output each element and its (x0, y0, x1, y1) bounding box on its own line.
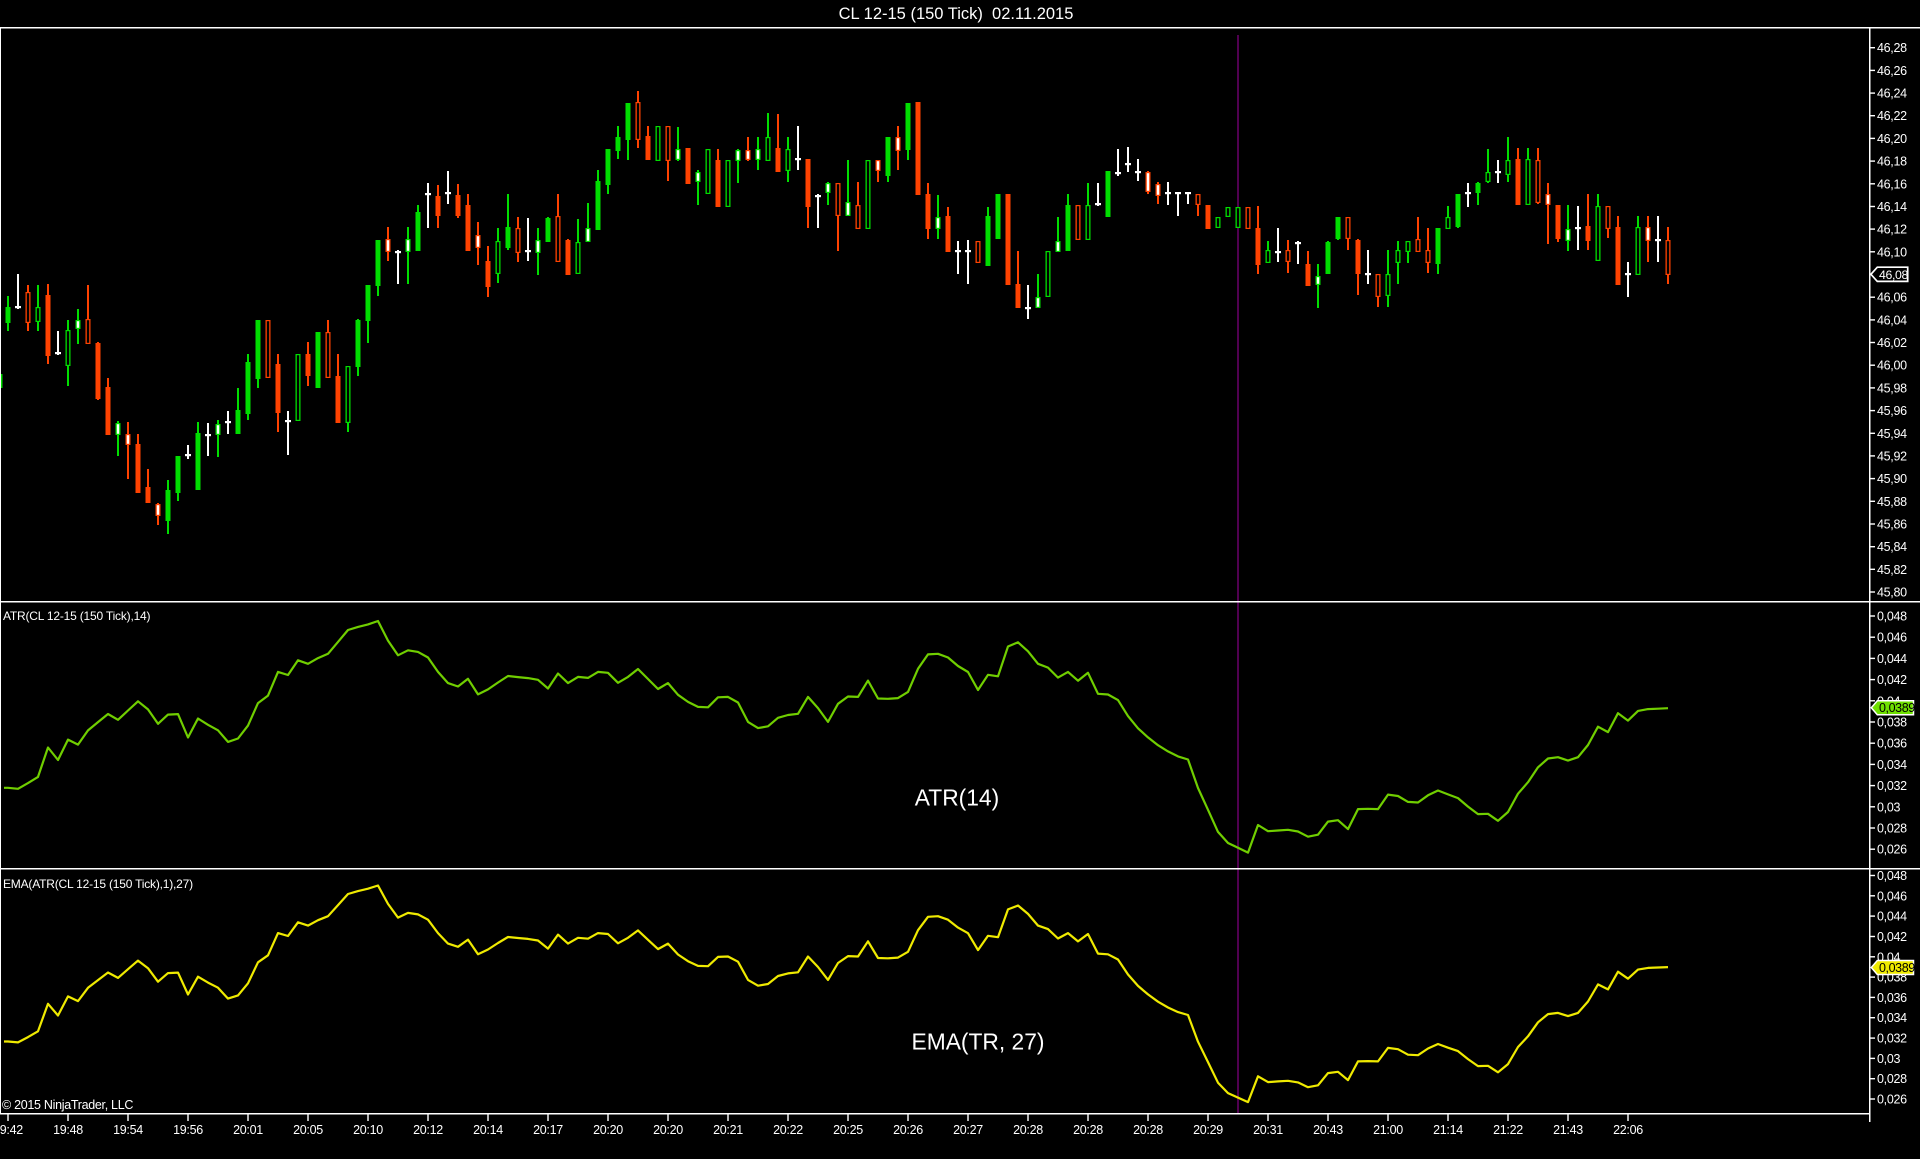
svg-text:46,00: 46,00 (1877, 359, 1907, 373)
svg-text:0,026: 0,026 (1877, 843, 1907, 857)
svg-text:0,03: 0,03 (1877, 1052, 1900, 1066)
svg-text:46,18: 46,18 (1877, 155, 1907, 169)
svg-text:21:14: 21:14 (1433, 1123, 1463, 1137)
svg-text:46,20: 46,20 (1877, 132, 1907, 146)
svg-text:20:20: 20:20 (593, 1123, 623, 1137)
svg-text:19:48: 19:48 (53, 1123, 83, 1137)
svg-text:0,0389: 0,0389 (1879, 701, 1915, 715)
svg-text:20:22: 20:22 (773, 1123, 803, 1137)
svg-text:0,042: 0,042 (1877, 673, 1907, 687)
svg-text:20:10: 20:10 (353, 1123, 383, 1137)
svg-text:46,04: 46,04 (1877, 313, 1907, 327)
svg-text:0,042: 0,042 (1877, 930, 1907, 944)
svg-text:45,92: 45,92 (1877, 449, 1907, 463)
svg-text:20:25: 20:25 (833, 1123, 863, 1137)
svg-text:20:21: 20:21 (713, 1123, 743, 1137)
svg-text:CL 12-15 (150 Tick) 02.11.201: CL 12-15 (150 Tick) 02.11.2015 (839, 5, 1074, 23)
svg-text:0,028: 0,028 (1877, 1072, 1907, 1086)
svg-text:46,10: 46,10 (1877, 245, 1907, 259)
svg-text:45,84: 45,84 (1877, 540, 1907, 554)
svg-text:0,032: 0,032 (1877, 779, 1907, 793)
svg-text:20:20: 20:20 (653, 1123, 683, 1137)
svg-text:20:29: 20:29 (1193, 1123, 1223, 1137)
svg-text:ATR(14): ATR(14) (915, 785, 999, 811)
svg-text:19:54: 19:54 (113, 1123, 143, 1137)
svg-text:20:27: 20:27 (953, 1123, 983, 1137)
svg-text:20:14: 20:14 (473, 1123, 503, 1137)
svg-text:46,22: 46,22 (1877, 109, 1907, 123)
svg-text:0,048: 0,048 (1877, 869, 1907, 883)
svg-text:46,08: 46,08 (1879, 268, 1909, 282)
svg-text:0,032: 0,032 (1877, 1032, 1907, 1046)
svg-text:45,80: 45,80 (1877, 586, 1907, 600)
svg-text:45,94: 45,94 (1877, 427, 1907, 441)
svg-text:20:26: 20:26 (893, 1123, 923, 1137)
svg-text:46,02: 46,02 (1877, 336, 1907, 350)
svg-text:0,026: 0,026 (1877, 1093, 1907, 1107)
svg-text:20:01: 20:01 (233, 1123, 263, 1137)
svg-text:46,14: 46,14 (1877, 200, 1907, 214)
svg-text:0,028: 0,028 (1877, 822, 1907, 836)
svg-text:21:22: 21:22 (1493, 1123, 1523, 1137)
svg-text:21:43: 21:43 (1553, 1123, 1583, 1137)
svg-text:0,048: 0,048 (1877, 610, 1907, 624)
svg-text:20:12: 20:12 (413, 1123, 443, 1137)
svg-text:45,82: 45,82 (1877, 563, 1907, 577)
svg-text:45,86: 45,86 (1877, 518, 1907, 532)
svg-text:46,28: 46,28 (1877, 41, 1907, 55)
svg-text:0,036: 0,036 (1877, 991, 1907, 1005)
svg-text:0,046: 0,046 (1877, 889, 1907, 903)
svg-text:46,06: 46,06 (1877, 291, 1907, 305)
svg-text:0,034: 0,034 (1877, 1011, 1907, 1025)
svg-text:21:00: 21:00 (1373, 1123, 1403, 1137)
svg-text:© 2015 NinjaTrader, LLC: © 2015 NinjaTrader, LLC (2, 1098, 133, 1112)
svg-text:0,044: 0,044 (1877, 910, 1907, 924)
svg-text:0,044: 0,044 (1877, 652, 1907, 666)
svg-text:20:17: 20:17 (533, 1123, 563, 1137)
svg-text:46,12: 46,12 (1877, 223, 1907, 237)
svg-text:45,96: 45,96 (1877, 404, 1907, 418)
svg-text:0,036: 0,036 (1877, 737, 1907, 751)
svg-text:46,16: 46,16 (1877, 177, 1907, 191)
svg-text:19:42: 19:42 (0, 1123, 23, 1137)
svg-text:20:28: 20:28 (1073, 1123, 1103, 1137)
svg-text:0,046: 0,046 (1877, 631, 1907, 645)
svg-text:20:43: 20:43 (1313, 1123, 1343, 1137)
svg-text:20:28: 20:28 (1133, 1123, 1163, 1137)
svg-text:45,88: 45,88 (1877, 495, 1907, 509)
svg-text:46,24: 46,24 (1877, 87, 1907, 101)
svg-text:20:05: 20:05 (293, 1123, 323, 1137)
svg-text:0,038: 0,038 (1877, 716, 1907, 730)
svg-text:0,034: 0,034 (1877, 758, 1907, 772)
svg-text:20:28: 20:28 (1013, 1123, 1043, 1137)
svg-text:EMA(ATR(CL 12-15 (150 Tick),1): EMA(ATR(CL 12-15 (150 Tick),1),27) (3, 877, 193, 891)
svg-text:20:31: 20:31 (1253, 1123, 1283, 1137)
svg-text:EMA(TR, 27): EMA(TR, 27) (912, 1029, 1045, 1055)
svg-text:22:06: 22:06 (1613, 1123, 1643, 1137)
svg-text:0,0389: 0,0389 (1879, 961, 1915, 975)
svg-text:ATR(CL 12-15 (150 Tick),14): ATR(CL 12-15 (150 Tick),14) (3, 609, 151, 623)
svg-text:19:56: 19:56 (173, 1123, 203, 1137)
svg-text:0,03: 0,03 (1877, 800, 1900, 814)
svg-text:45,90: 45,90 (1877, 472, 1907, 486)
svg-text:46,26: 46,26 (1877, 64, 1907, 78)
svg-text:45,98: 45,98 (1877, 381, 1907, 395)
